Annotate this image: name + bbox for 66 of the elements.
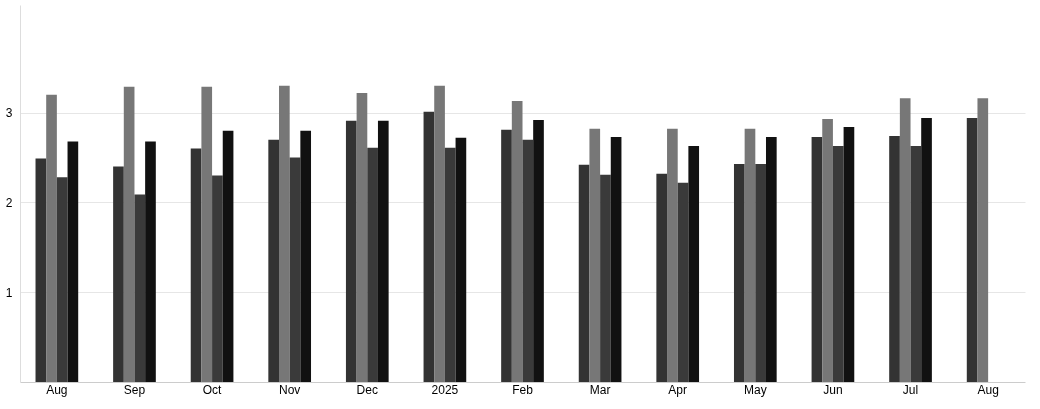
bar (222, 130, 234, 382)
bar (600, 174, 611, 382)
y-tick-label: 1 (5, 285, 13, 300)
bar (501, 129, 512, 382)
bar (610, 136, 622, 382)
x-tick-label: Mar (589, 382, 611, 397)
bar (434, 85, 445, 382)
bar (889, 136, 900, 382)
bar (910, 145, 922, 382)
x-tick-label: Aug (46, 382, 68, 397)
bar (822, 119, 833, 382)
bar (966, 118, 978, 382)
bar (35, 158, 47, 382)
bar (688, 145, 700, 382)
bar (589, 128, 601, 382)
y-tick-label: 2 (5, 195, 13, 210)
bar (656, 173, 668, 382)
bar (113, 166, 124, 382)
bar (190, 148, 202, 382)
bar (811, 136, 823, 382)
bar (765, 136, 777, 382)
bar (744, 128, 756, 382)
bar (899, 98, 911, 382)
bar (733, 163, 745, 382)
y-tick-label: 3 (5, 106, 13, 121)
bar (533, 119, 544, 382)
bar (455, 137, 467, 382)
bar (123, 86, 135, 382)
bar (667, 128, 678, 382)
bar (56, 177, 68, 382)
bar (201, 86, 213, 382)
bar (268, 139, 280, 382)
bar (511, 101, 523, 382)
x-tick-label: Jun (823, 382, 843, 397)
bar (444, 147, 456, 382)
bar (134, 194, 146, 382)
x-tick-label: Dec (356, 382, 378, 397)
bar (356, 92, 368, 382)
bar (367, 147, 378, 382)
x-tick-label: Sep (123, 382, 146, 397)
bar (212, 175, 223, 382)
x-tick-label: Aug (977, 382, 999, 397)
bar (677, 182, 689, 382)
bar (921, 118, 932, 382)
bar (300, 130, 312, 382)
x-tick-label: Oct (202, 382, 223, 397)
bar (832, 145, 844, 382)
x-tick-label: Jul (902, 382, 919, 397)
x-tick-label: Apr (668, 382, 688, 397)
x-tick-label: Nov (279, 382, 301, 397)
bar (755, 163, 766, 382)
x-tick-label: 2025 (431, 382, 459, 397)
bar (377, 120, 389, 382)
bar (145, 141, 156, 382)
bar (279, 85, 290, 382)
x-tick-label: May (743, 382, 767, 397)
bar (423, 111, 435, 382)
bar (843, 127, 855, 382)
bar (977, 98, 989, 382)
bar (289, 157, 301, 382)
bar (67, 141, 79, 382)
bar (578, 164, 590, 382)
bar (345, 120, 357, 382)
bar (46, 94, 57, 382)
bar (522, 139, 534, 382)
x-tick-label: Feb (512, 382, 534, 397)
